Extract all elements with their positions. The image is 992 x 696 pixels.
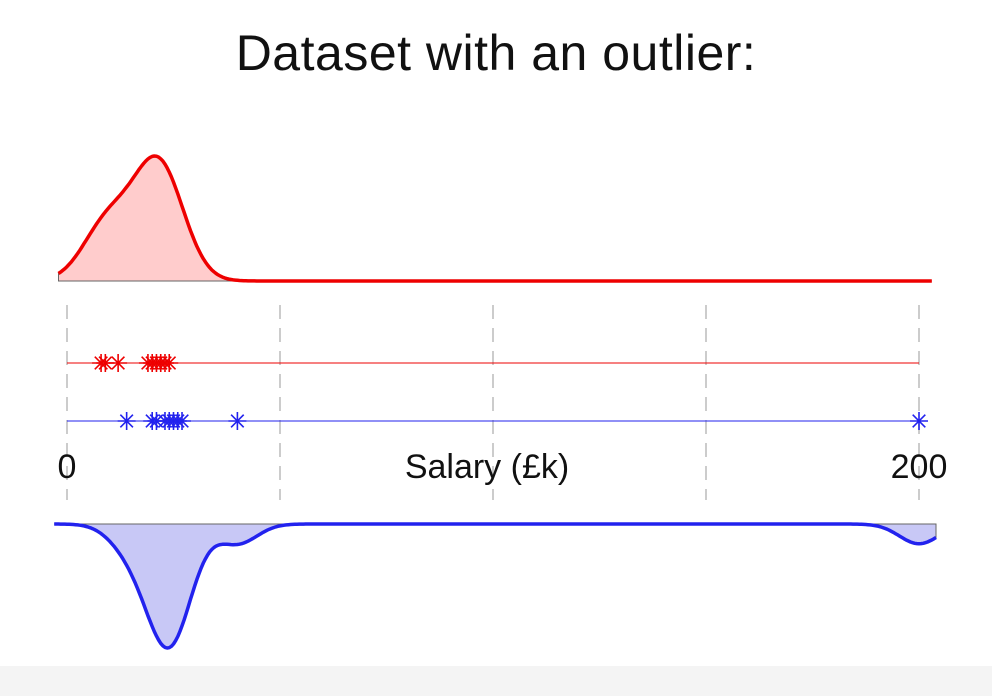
density-curve-blue [54,522,937,650]
strip-red [67,354,919,372]
density-line [57,154,932,283]
gridlines [66,305,920,500]
data-point-marker [173,412,192,430]
data-point-marker [160,354,179,372]
tick-label: 200 [891,448,948,486]
data-point-marker [109,354,128,372]
density-area [58,155,932,282]
x-axis-label: Salary (£k) [405,448,569,486]
data-point-marker [117,412,136,430]
density-line [54,522,937,650]
chart-title: Dataset with an outlier: [235,25,757,81]
density-curve-red [57,154,932,283]
tick-labels: 0 200 [58,448,948,486]
bottom-bar [0,666,992,696]
tick-label: 0 [58,448,77,486]
data-point-marker [910,412,928,430]
density-area [54,523,937,649]
data-point-marker [228,412,247,430]
strip-blue [67,412,928,430]
